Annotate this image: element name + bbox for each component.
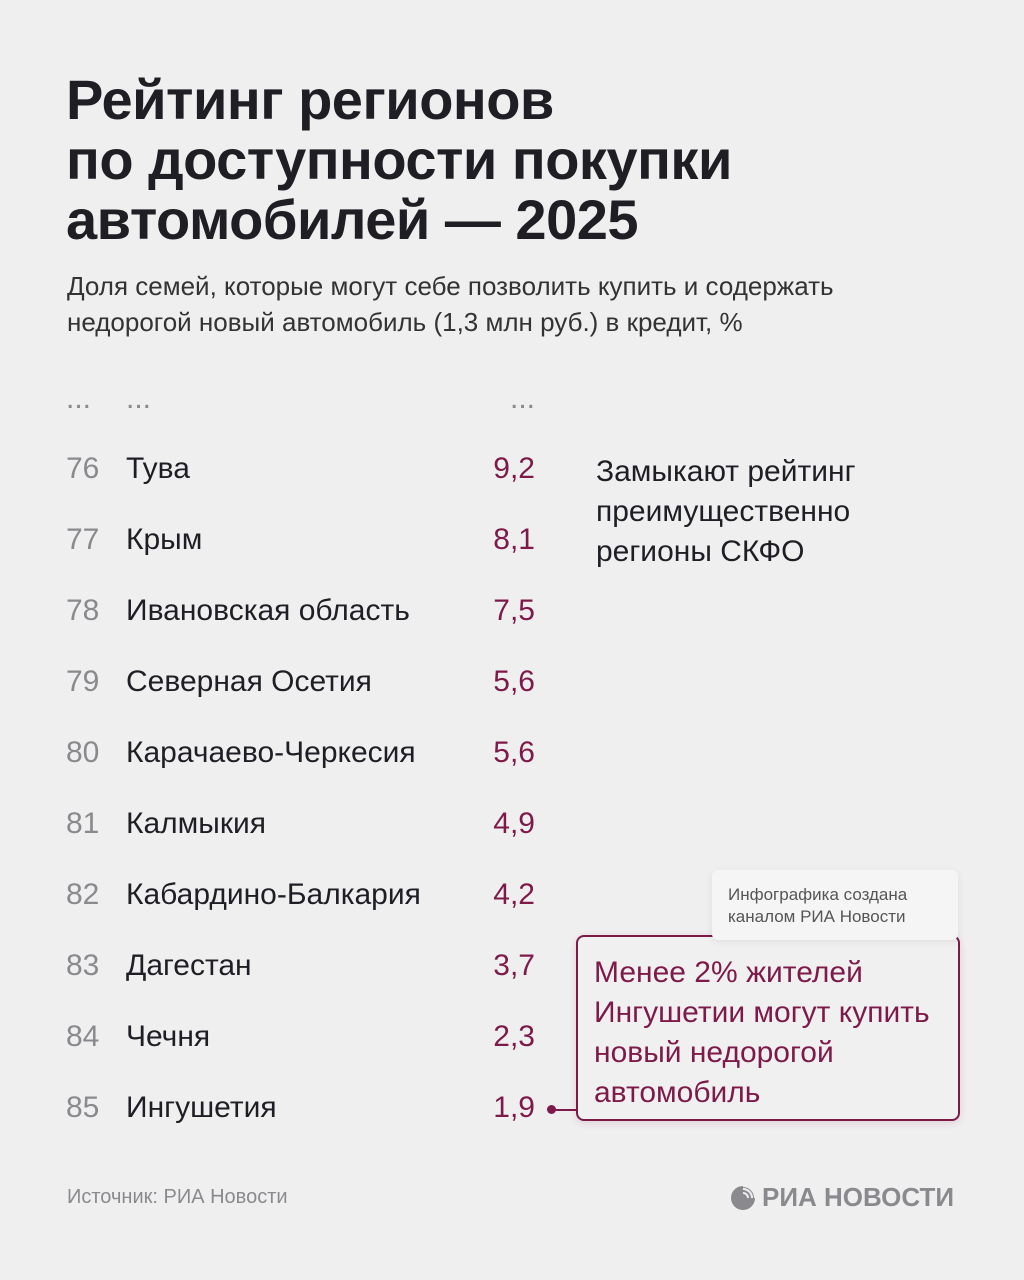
ria-globe-icon <box>731 1184 756 1210</box>
subtitle-line: Доля семей, которые могут себе позволить… <box>67 271 834 301</box>
title-line: Рейтинг регионов <box>66 68 554 131</box>
ellipsis-row: ... ... ... <box>0 382 560 422</box>
region-rank: 76 <box>66 452 100 485</box>
note: Замыкают рейтинг преимущественно регионы… <box>596 452 856 572</box>
region-value: 7,5 <box>493 594 535 627</box>
callout-line: Ингушетии могут купить <box>594 996 930 1029</box>
region-name: Северная Осетия <box>126 665 372 698</box>
title-line: автомобилей — 2025 <box>66 188 638 251</box>
region-value: 3,7 <box>493 949 535 982</box>
note-line: Замыкают рейтинг <box>596 455 856 488</box>
region-value: 5,6 <box>493 665 535 698</box>
table-row: 83 Дагестан 3,7 <box>0 949 560 989</box>
title-line: по доступности покупки <box>66 128 732 191</box>
table-row: 79 Северная Осетия 5,6 <box>0 665 560 705</box>
region-name: Ивановская область <box>126 594 410 627</box>
subtitle: Доля семей, которые могут себе позволить… <box>67 268 834 340</box>
region-name: Чечня <box>126 1020 211 1053</box>
callout-box: Менее 2% жителей Ингушетии могут купить … <box>576 935 960 1121</box>
region-name: Калмыкия <box>126 807 266 840</box>
table-row: 80 Карачаево-Черкесия 5,6 <box>0 736 560 776</box>
note-line: преимущественно <box>596 495 851 528</box>
credit-line: Инфографика создана <box>728 885 908 904</box>
table-row: 81 Калмыкия 4,9 <box>0 807 560 847</box>
table-row: 82 Кабардино-Балкария 4,2 <box>0 878 560 918</box>
region-rank: 80 <box>66 736 100 769</box>
region-value: 4,2 <box>493 878 535 911</box>
table-row: 77 Крым 8,1 <box>0 523 560 563</box>
value-ellipsis: ... <box>509 382 535 415</box>
region-rank: 82 <box>66 878 100 911</box>
region-rank: 81 <box>66 807 100 840</box>
region-rank: 85 <box>66 1091 100 1124</box>
credit-line: каналом РИА Новости <box>728 907 906 926</box>
title: Рейтинг регионов по доступности покупки … <box>66 70 732 250</box>
region-name: Карачаево-Черкесия <box>126 736 416 769</box>
logo-text: РИА НОВОСТИ <box>762 1182 955 1212</box>
credit-label: Инфографика создана каналом РИА Новости <box>712 870 958 940</box>
region-value: 4,9 <box>493 807 535 840</box>
region-name: Тува <box>126 452 190 485</box>
source: Источник: РИА Новости <box>67 1186 288 1208</box>
region-rank: 83 <box>66 949 100 982</box>
table-row: 85 Ингушетия 1,9 <box>0 1091 560 1131</box>
callout-line: автомобиль <box>594 1076 761 1109</box>
note-line: регионы СКФО <box>596 535 805 568</box>
region-value: 5,6 <box>493 736 535 769</box>
callout-dot <box>547 1105 556 1114</box>
region-name: Дагестан <box>126 949 252 982</box>
region-name: Крым <box>126 523 203 556</box>
region-rank: 78 <box>66 594 100 627</box>
callout-line: новый недорогой <box>594 1036 834 1069</box>
region-rank: 84 <box>66 1020 100 1053</box>
ria-logo: РИА НОВОСТИ <box>730 1182 954 1213</box>
name-ellipsis: ... <box>126 382 152 415</box>
callout-connector <box>552 1109 576 1111</box>
rank-ellipsis: ... <box>66 382 92 415</box>
region-rank: 77 <box>66 523 100 556</box>
table-row: 76 Тува 9,2 <box>0 452 560 492</box>
region-rank: 79 <box>66 665 100 698</box>
callout-line: Менее 2% жителей <box>594 956 863 989</box>
region-name: Ингушетия <box>126 1091 277 1124</box>
table-row: 78 Ивановская область 7,5 <box>0 594 560 634</box>
region-value: 1,9 <box>493 1091 535 1124</box>
region-name: Кабардино-Балкария <box>126 878 421 911</box>
region-value: 8,1 <box>493 523 535 556</box>
subtitle-line: недорогой новый автомобиль (1,3 млн руб.… <box>67 307 743 337</box>
table-row: 84 Чечня 2,3 <box>0 1020 560 1060</box>
region-value: 9,2 <box>493 452 535 485</box>
region-value: 2,3 <box>493 1020 535 1053</box>
